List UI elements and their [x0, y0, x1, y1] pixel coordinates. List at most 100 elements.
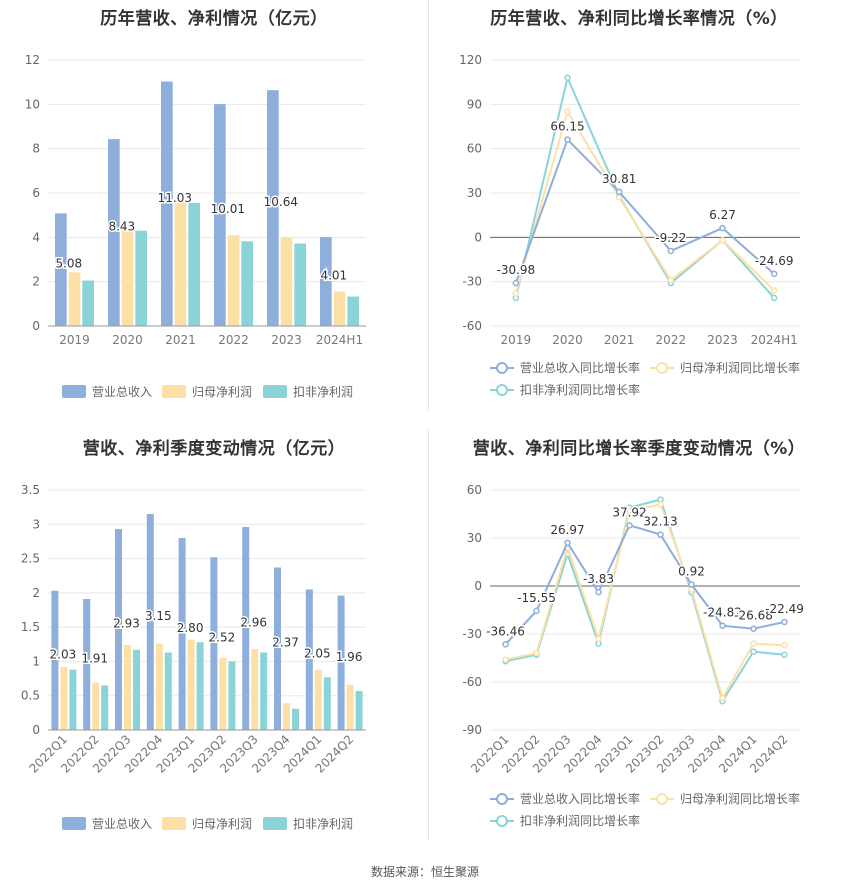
- bar: [283, 703, 290, 730]
- data-label: 30.81: [602, 172, 636, 186]
- chart-canvas: -90-60-30030602022Q12022Q22022Q32022Q420…: [462, 483, 805, 828]
- data-source: 数据来源：恒生聚源: [370, 865, 479, 879]
- data-point: [657, 501, 664, 508]
- data-point: [719, 237, 726, 244]
- data-label: -24.82: [703, 606, 742, 620]
- y-tick-label: 12: [25, 53, 40, 67]
- bar: [121, 226, 134, 326]
- y-tick-label: 30: [467, 531, 482, 545]
- data-point: [750, 648, 757, 655]
- chart-canvas: 00.511.522.533.52022Q12022Q22022Q32022Q4…: [21, 483, 366, 831]
- data-point: [770, 287, 778, 294]
- data-label: -15.55: [517, 591, 556, 605]
- data-point: [781, 618, 788, 626]
- series-line: [505, 498, 785, 704]
- data-label: 2.03: [50, 647, 77, 661]
- panel-divider: [428, 430, 429, 840]
- x-tick-label: 2022: [218, 333, 249, 347]
- data-label: 2.37: [272, 636, 299, 650]
- legend-swatch: [62, 817, 86, 830]
- data-point: [564, 539, 571, 547]
- series-line: [505, 503, 785, 701]
- data-label: -26.68: [734, 609, 773, 623]
- data-point: [595, 635, 602, 643]
- bar: [161, 81, 173, 326]
- data-point: [512, 279, 520, 287]
- y-tick-label: 2: [32, 586, 40, 600]
- chart-title: 营收、净利季度变动情况（亿元）: [82, 439, 346, 459]
- data-label: 2.52: [209, 631, 236, 645]
- y-tick-label: 60: [467, 483, 482, 497]
- data-point: [688, 581, 695, 588]
- data-label: 2.05: [304, 647, 331, 661]
- data-point: [719, 694, 726, 702]
- data-label: 1.91: [81, 652, 108, 666]
- bar: [135, 230, 147, 326]
- y-tick-label: 8: [32, 142, 40, 156]
- legend-label: 扣非净利润同比增长率: [520, 813, 640, 828]
- y-tick-label: 3.5: [21, 483, 40, 497]
- data-point: [502, 656, 509, 663]
- bar: [92, 682, 100, 730]
- y-tick-label: 120: [459, 53, 482, 67]
- data-point: [750, 640, 757, 647]
- series-line: [514, 109, 775, 294]
- bar: [132, 649, 140, 730]
- data-label: 26.97: [550, 523, 584, 537]
- data-label: 0.92: [678, 565, 705, 579]
- data-label: 10.01: [211, 202, 245, 216]
- bar: [68, 272, 81, 326]
- y-tick-label: 2.5: [21, 552, 40, 566]
- chart-title: 历年营收、净利情况（亿元）: [100, 9, 328, 29]
- data-point: [770, 294, 778, 302]
- bar: [51, 590, 59, 730]
- data-label: 3.15: [145, 609, 172, 623]
- y-tick-label: -60: [462, 675, 482, 689]
- x-tick-label: 2024H1: [316, 333, 363, 347]
- bar: [69, 669, 77, 730]
- legend-label: 营业总收入: [92, 385, 152, 399]
- legend-swatch: [62, 385, 86, 398]
- y-tick-label: 1.5: [21, 620, 40, 634]
- bar: [82, 280, 94, 326]
- data-point: [615, 194, 623, 201]
- bar: [124, 644, 131, 730]
- data-label: 10.64: [264, 195, 298, 209]
- panel-divider: [428, 0, 429, 410]
- legend-label: 归母净利润: [192, 817, 252, 831]
- bar: [101, 685, 109, 730]
- y-tick-label: -60: [462, 319, 482, 333]
- data-point: [512, 290, 520, 297]
- y-tick-label: 3: [32, 517, 40, 531]
- data-label: -36.46: [486, 624, 525, 638]
- bar: [347, 296, 359, 326]
- bar: [305, 589, 313, 730]
- data-label: 2.93: [113, 617, 140, 631]
- bar: [219, 658, 227, 730]
- data-point: [667, 247, 675, 255]
- bar: [314, 669, 322, 730]
- bar: [267, 90, 279, 326]
- legend-label: 营业总收入同比增长率: [520, 360, 640, 375]
- series-line: [514, 74, 775, 299]
- y-tick-label: 0: [474, 230, 482, 244]
- legend-label: 营业总收入: [92, 817, 152, 831]
- bar: [355, 690, 363, 730]
- chart-canvas: -60 -30 0 30 60 90 120 2019 2020 2021 2022 2023 2024…: [459, 53, 800, 397]
- y-tick-label: 0.5: [21, 689, 40, 703]
- bar: [227, 235, 240, 326]
- y-tick-label: 0: [474, 579, 482, 593]
- data-label: 1.96: [336, 650, 363, 664]
- chart-title: 历年营收、净利同比增长率情况（%）: [490, 9, 788, 29]
- bar: [188, 202, 200, 326]
- bar: [155, 643, 163, 730]
- data-label: 32.13: [643, 515, 677, 529]
- bar: [260, 652, 268, 730]
- legend-swatch-marker: [496, 384, 508, 396]
- legend-swatch-marker: [656, 793, 668, 805]
- bar: [241, 241, 253, 326]
- legend-label: 营业总收入同比增长率: [520, 791, 640, 806]
- chart-annual-growth-rate: 历年营收、净利同比增长率情况（%） -60 -30 0 30 60 90 120 2019 20…: [428, 0, 850, 410]
- data-label: -30.98: [496, 263, 535, 277]
- y-tick-label: 10: [25, 97, 40, 111]
